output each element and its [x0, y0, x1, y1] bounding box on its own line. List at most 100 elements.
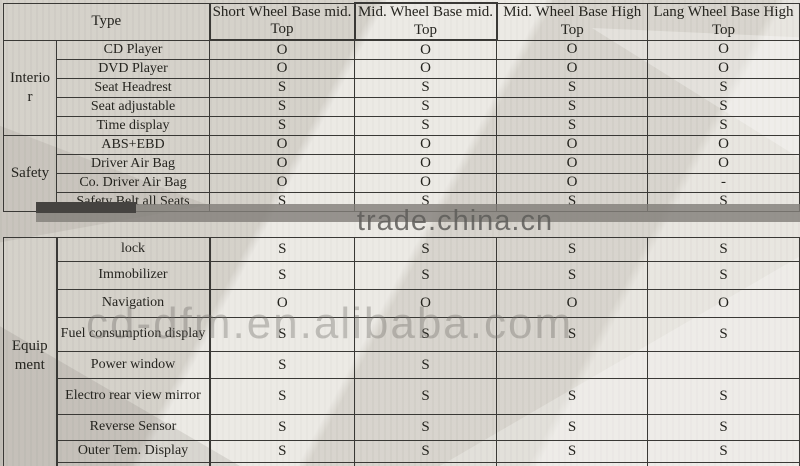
spec-table-equipment: Equipment lock S S S S Immobilizer S S S S Navigati… [3, 237, 800, 466]
value-cell: S [647, 317, 800, 352]
feature-cell: DVD Player [56, 58, 210, 79]
value-cell: S [354, 237, 497, 262]
value-cell: O [647, 289, 800, 318]
value-cell: S [496, 378, 648, 415]
table-row: Equipment lock S S S S [3, 237, 800, 466]
value-cell: O [354, 134, 497, 155]
value-cell: O [209, 134, 355, 155]
value-cell: S [496, 261, 648, 290]
watermark-trade-china: trade.china.cn [356, 205, 554, 237]
column-header-line2: Top [560, 21, 584, 38]
column-header-line1: Mid. Wheel Base mid. [357, 4, 494, 20]
value-cell: S [647, 237, 800, 262]
value-cell: S [496, 115, 648, 136]
feature-cell: Outer Tem. Display [55, 440, 211, 463]
column-header: Mid. Wheel Base High Top [496, 2, 648, 41]
table-row: Driver Air Bag O O O O [4, 153, 800, 174]
feature-cell: Fuel consumption display [55, 317, 211, 352]
value-cell: S [354, 261, 497, 290]
value-cell: S [647, 77, 800, 98]
watermark-band-dark-segment [36, 202, 136, 213]
table-row: Interior CD Player O O O O [3, 39, 800, 136]
group-label-cell: Interior [3, 39, 57, 136]
value-cell: O [209, 172, 355, 193]
value-cell: S [496, 96, 648, 117]
value-cell [496, 351, 648, 379]
feature-cell: Seat Headrest [56, 77, 210, 98]
value-cell: S [354, 77, 497, 98]
value-cell: O [354, 39, 497, 60]
value-cell: O [496, 39, 648, 60]
value-cell: S [354, 351, 497, 379]
value-cell: S [647, 440, 800, 463]
value-cell: S [647, 96, 800, 117]
value-cell: S [209, 414, 355, 441]
value-cell: S [647, 261, 800, 290]
value-cell: O [496, 289, 648, 318]
value-cell: O [647, 153, 800, 174]
value-cell: S [496, 237, 648, 262]
value-cell: S [496, 77, 648, 98]
value-cell: S [209, 237, 355, 262]
value-cell: S [209, 115, 355, 136]
watermark-alibaba: cd-dfm.en.alibaba.com [86, 299, 574, 348]
column-header-line2: Top [270, 21, 294, 38]
type-header-cell: Type [3, 2, 210, 41]
feature-cell: Reverse Sensor [55, 414, 211, 441]
value-cell: - [647, 172, 800, 193]
feature-cell: Seat adjustable [56, 96, 210, 117]
table-row: Power window S S [4, 351, 800, 379]
column-header-line2: Top [711, 21, 736, 38]
table-row: Co. Driver Air Bag O O O - [4, 172, 800, 193]
value-cell: O [209, 153, 355, 174]
feature-cell: Electro rear view mirror [55, 378, 211, 415]
column-header-line2: Top [413, 21, 438, 38]
value-cell: S [209, 351, 355, 379]
value-cell: O [354, 58, 497, 79]
table-row: Immobilizer S S S S [4, 261, 800, 290]
value-cell: O [647, 39, 800, 60]
value-cell: O [647, 134, 800, 155]
value-cell: S [209, 261, 355, 290]
feature-cell: Immobilizer [55, 261, 211, 290]
feature-cell: lock [55, 237, 211, 262]
spec-table-upper: Type Short Wheel Base mid. Top Mid. Wheel B… [3, 1, 800, 212]
value-cell [647, 351, 800, 379]
column-header: Lang Wheel Base High Top [647, 2, 800, 41]
group-label-cell: Safety [3, 134, 57, 212]
feature-cell: CD Player [56, 39, 210, 60]
value-cell: S [354, 96, 497, 117]
table-row: Navigation O O O O [4, 289, 800, 318]
value-cell: O [354, 289, 497, 318]
value-cell: O [354, 153, 497, 174]
table-row: Electro rear view mirror S S S S [4, 378, 800, 415]
column-header-line1: Short Wheel Base mid. [212, 3, 352, 20]
value-cell: O [209, 58, 355, 79]
feature-cell: Time display [56, 115, 210, 136]
partial-row [4, 462, 800, 466]
value-cell: S [496, 317, 648, 352]
value-cell: S [647, 115, 800, 136]
value-cell [354, 462, 497, 466]
value-cell: O [647, 58, 800, 79]
value-cell: O [496, 172, 648, 193]
value-cell: O [354, 172, 497, 193]
value-cell: S [354, 414, 497, 441]
value-cell [647, 462, 800, 466]
feature-cell: Navigation [55, 289, 211, 318]
value-cell: S [354, 378, 497, 415]
value-cell: S [496, 414, 648, 441]
value-cell: S [647, 414, 800, 441]
value-cell [496, 462, 648, 466]
feature-cell: Driver Air Bag [56, 153, 210, 174]
value-cell: O [209, 39, 355, 60]
table-row: Safety ABS+EBD O O O O [3, 134, 800, 212]
value-cell: O [496, 134, 648, 155]
column-header: Mid. Wheel Base mid. Top [353, 1, 498, 42]
value-cell: S [209, 440, 355, 463]
feature-cell [55, 462, 211, 466]
value-cell: S [209, 378, 355, 415]
column-header: Short Wheel Base mid. Top [208, 2, 355, 42]
value-cell: S [354, 115, 497, 136]
